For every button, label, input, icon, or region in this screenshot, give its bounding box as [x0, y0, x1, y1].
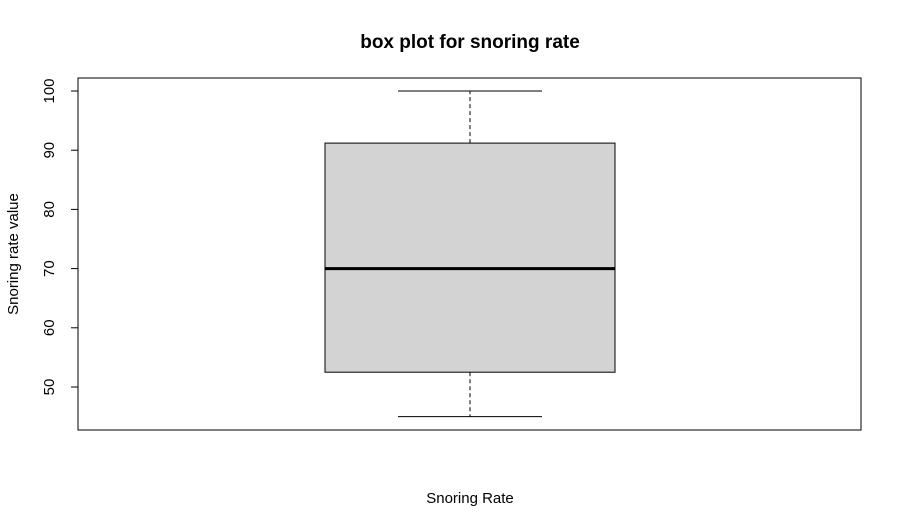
- chart-title: box plot for snoring rate: [360, 32, 580, 53]
- y-axis-label: Snoring rate value: [5, 193, 22, 315]
- x-axis-label: Snoring Rate: [426, 490, 514, 507]
- y-tick-label: 80: [41, 201, 58, 218]
- box-plot: [324, 90, 616, 418]
- y-tick-label: 50: [41, 379, 58, 396]
- iqr-box: [324, 142, 616, 373]
- y-tick-label: 60: [41, 319, 58, 336]
- y-tick-label: 70: [41, 260, 58, 277]
- y-axis: 50 60 70 80 90 100: [41, 78, 79, 396]
- y-tick-label: 100: [41, 78, 58, 103]
- y-tick-label: 90: [41, 142, 58, 159]
